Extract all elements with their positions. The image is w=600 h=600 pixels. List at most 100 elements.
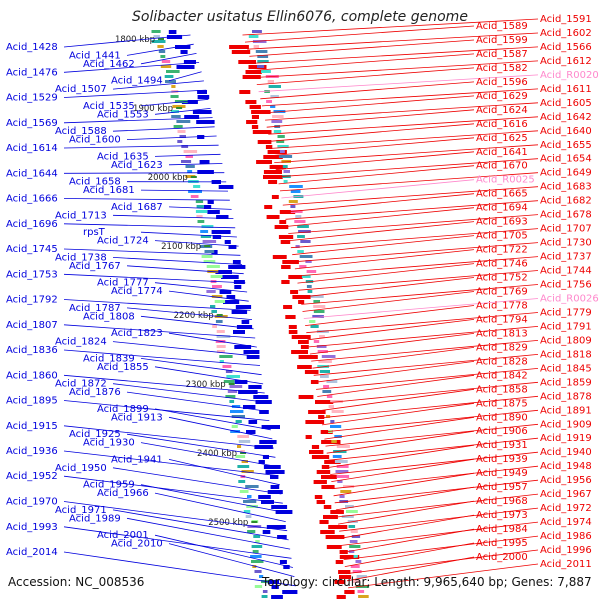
kbp-tick-label: 1900 kbp xyxy=(133,104,173,114)
reverse-strand-gene xyxy=(184,115,200,119)
forward-gene-label: Acid_1890 xyxy=(476,412,528,423)
cog-category-mark xyxy=(172,105,186,108)
cog-category-mark xyxy=(259,575,264,578)
reverse-gene-leader xyxy=(168,543,295,577)
reverse-gene-leader xyxy=(126,43,194,56)
forward-strand-gene xyxy=(263,170,282,174)
cog-category-mark xyxy=(173,125,183,128)
forward-strand-gene xyxy=(272,255,287,259)
forward-gene-leader xyxy=(345,549,539,575)
accession-text: Accession: NC_008536 xyxy=(8,575,145,589)
forward-gene-label: Acid_1694 xyxy=(476,203,528,214)
reverse-gene-label: Acid_2010 xyxy=(111,539,163,550)
forward-gene-leader xyxy=(285,200,539,220)
reverse-strand-gene xyxy=(211,230,231,234)
cog-category-mark xyxy=(297,250,304,253)
forward-gene-label: Acid_1682 xyxy=(540,196,592,207)
cog-category-mark xyxy=(171,115,181,118)
forward-gene-label: Acid_1678 xyxy=(540,210,592,221)
forward-gene-leader xyxy=(312,347,475,369)
reverse-gene-label: Acid_1745 xyxy=(6,244,58,255)
cog-category-mark xyxy=(253,535,261,538)
forward-gene-label: Acid_1957 xyxy=(476,482,528,493)
reverse-gene-label: Acid_1792 xyxy=(6,295,58,306)
reverse-gene-leader xyxy=(168,416,273,440)
cog-category-mark xyxy=(251,560,264,563)
forward-gene-leader xyxy=(338,500,475,525)
reverse-strand-gene xyxy=(236,325,253,329)
forward-gene-label: Acid_1996 xyxy=(540,545,592,556)
forward-gene-leader xyxy=(296,256,539,277)
reverse-strand-gene xyxy=(234,380,248,384)
cog-category-mark xyxy=(158,50,166,53)
forward-gene-leader xyxy=(256,67,475,85)
forward-strand-gene xyxy=(269,165,286,169)
reverse-gene-label: Acid_1970 xyxy=(6,497,58,508)
forward-gene-label: Acid_1612 xyxy=(540,56,592,67)
reverse-gene-leader xyxy=(63,501,288,532)
forward-gene-leader xyxy=(255,60,539,78)
forward-gene-leader xyxy=(294,249,475,270)
cog-category-mark xyxy=(305,260,312,263)
forward-strand-gene xyxy=(231,50,251,54)
forward-gene-label: Acid_1611 xyxy=(540,84,592,95)
cog-category-mark xyxy=(237,465,250,468)
forward-strand-gene xyxy=(274,225,289,229)
cog-category-mark xyxy=(306,270,317,273)
reverse-gene-label: Acid_1738 xyxy=(55,252,107,263)
cog-category-mark xyxy=(298,230,311,233)
forward-gene-label: Acid_1587 xyxy=(476,49,528,60)
cog-category-mark xyxy=(252,30,262,33)
forward-gene-label: Acid_1972 xyxy=(540,503,592,514)
cog-category-mark xyxy=(181,160,192,163)
cog-category-mark xyxy=(343,485,355,488)
reverse-strand-gene xyxy=(259,410,269,414)
cog-category-mark xyxy=(239,490,249,493)
reverse-strand-gene xyxy=(207,210,220,214)
cog-category-mark xyxy=(211,310,217,313)
forward-gene-label: Acid_1693 xyxy=(476,217,528,228)
cog-category-mark xyxy=(238,480,246,483)
reverse-gene-label: Acid_1462 xyxy=(83,59,135,70)
reverse-gene-leader xyxy=(168,163,223,166)
reverse-gene-leader xyxy=(140,98,209,107)
forward-gene-label: Acid_1794 xyxy=(476,314,528,325)
forward-gene-leader xyxy=(266,109,475,128)
reverse-strand-gene xyxy=(261,500,274,504)
reverse-gene-leader xyxy=(63,198,230,201)
reverse-gene-leader xyxy=(126,517,291,550)
cog-category-mark xyxy=(245,485,259,488)
reverse-strand-gene xyxy=(219,290,232,294)
forward-strand-gene xyxy=(291,350,308,354)
cog-category-mark xyxy=(151,30,161,33)
cog-category-mark xyxy=(216,350,225,353)
reverse-strand-gene xyxy=(243,350,260,354)
reverse-gene-label: Acid_1836 xyxy=(6,345,58,356)
rna-gene-label: Acid_R0025 xyxy=(476,175,535,186)
forward-strand-gene xyxy=(288,325,297,329)
cog-category-mark xyxy=(331,440,337,443)
forward-gene-leader xyxy=(258,74,539,93)
cog-category-mark xyxy=(297,235,305,238)
reverse-gene-leader xyxy=(63,248,241,256)
reverse-gene-leader xyxy=(140,231,237,238)
forward-strand-gene xyxy=(326,545,342,549)
cog-category-mark xyxy=(216,335,231,338)
forward-gene-leader xyxy=(335,486,475,511)
reverse-gene-label: Acid_1941 xyxy=(111,454,163,465)
forward-gene-label: Acid_1599 xyxy=(476,35,528,46)
cog-category-mark xyxy=(197,220,205,223)
reverse-strand-gene xyxy=(259,440,277,444)
forward-strand-gene xyxy=(304,370,319,374)
forward-gene-label: Acid_1967 xyxy=(540,489,592,500)
cog-category-mark xyxy=(165,80,176,83)
reverse-gene-label: Acid_1959 xyxy=(83,480,135,491)
forward-gene-label: Acid_2000 xyxy=(476,552,528,563)
forward-gene-label: Acid_1624 xyxy=(476,105,528,116)
cog-category-mark xyxy=(230,410,244,413)
forward-gene-label: Acid_1878 xyxy=(540,391,592,402)
reverse-gene-leader xyxy=(154,282,248,293)
forward-gene-label: Acid_1986 xyxy=(540,531,592,542)
forward-strand-gene xyxy=(298,395,314,399)
cog-category-mark xyxy=(254,585,263,588)
